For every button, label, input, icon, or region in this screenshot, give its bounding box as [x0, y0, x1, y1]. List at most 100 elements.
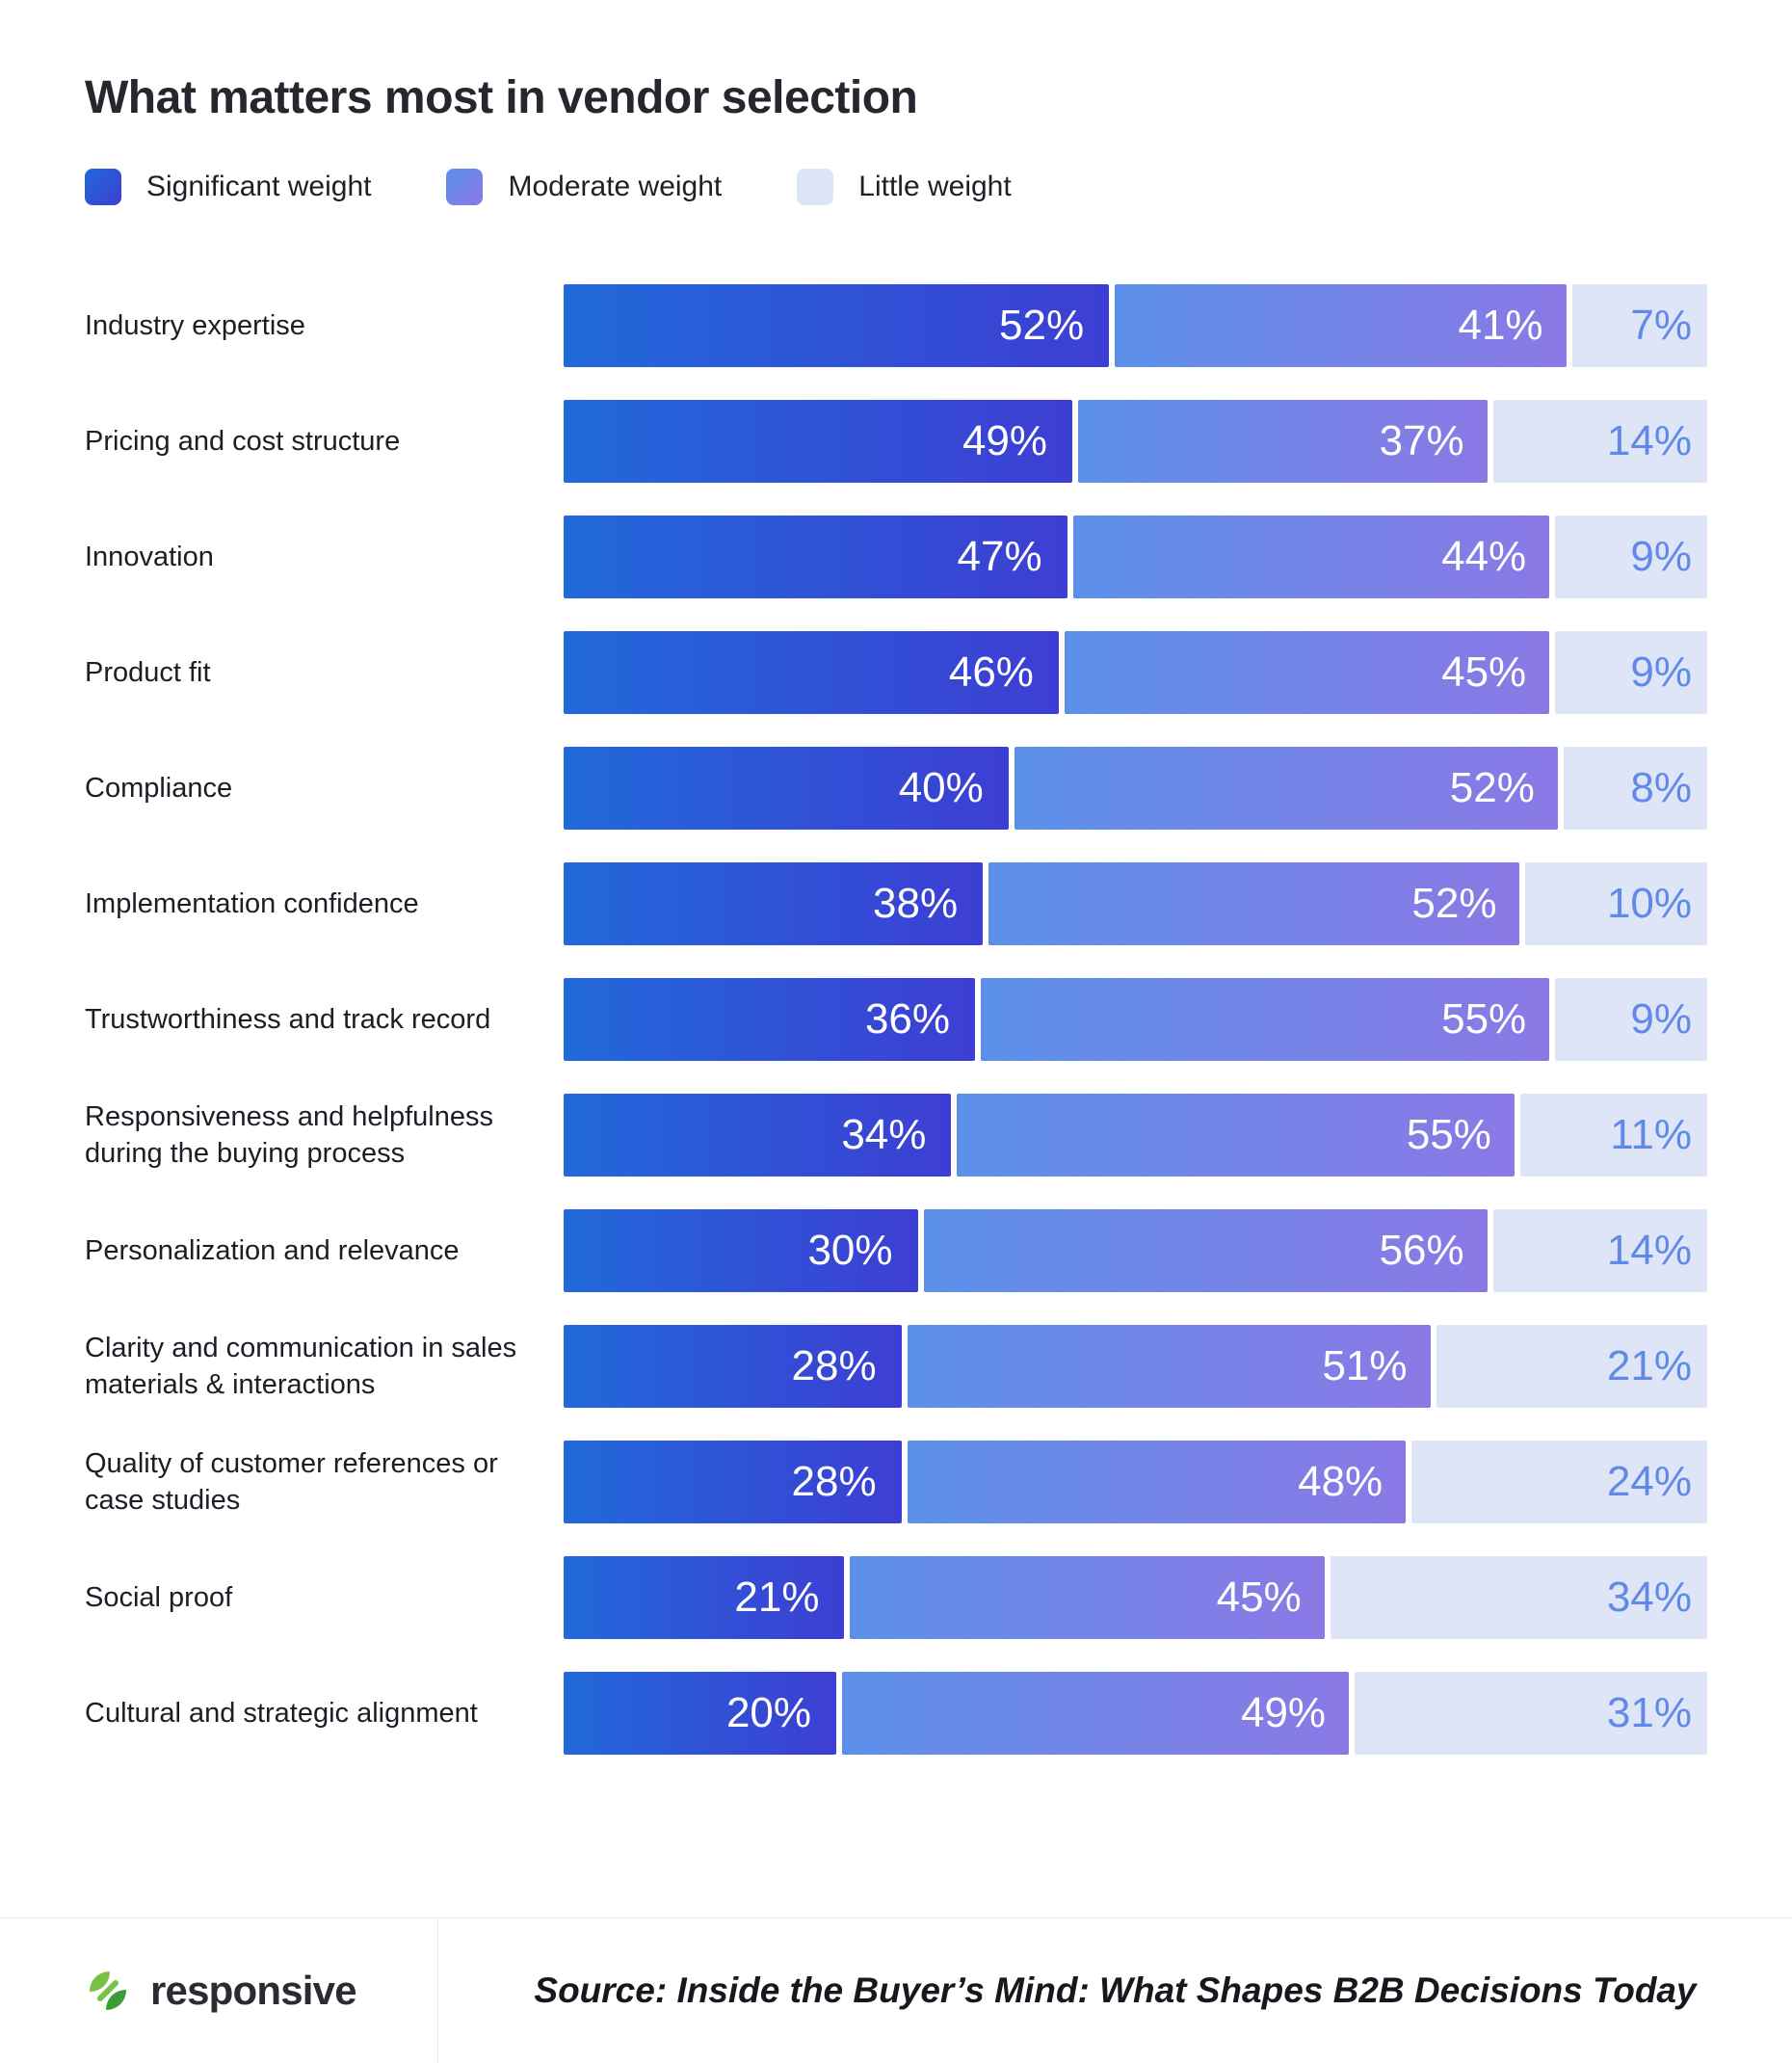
responsive-logo-icon: [85, 1968, 131, 2014]
bar-segment-little: 9%: [1555, 631, 1707, 714]
footer-source: Source: Inside the Buyer’s Mind: What Sh…: [438, 1918, 1792, 2063]
segment-value: 34%: [1606, 1574, 1692, 1621]
bar-segment-significant: 36%: [564, 978, 976, 1061]
page-title: What matters most in vendor selection: [85, 72, 918, 123]
bar-segment-moderate: 55%: [957, 1094, 1515, 1177]
bar-segment-significant: 30%: [564, 1209, 918, 1292]
segment-value: 11%: [1610, 1111, 1692, 1158]
segment-value: 55%: [1406, 1111, 1491, 1158]
footer: responsive Source: Inside the Buyer’s Mi…: [0, 1918, 1792, 2063]
segment-value: 31%: [1606, 1689, 1692, 1736]
stacked-bar: 20% 49% 31%: [564, 1672, 1707, 1755]
segment-value: 45%: [1441, 648, 1527, 696]
stacked-bar: 30% 56% 14%: [564, 1209, 1707, 1292]
segment-value: 7%: [1630, 302, 1692, 349]
chart-row: Quality of customer references or case s…: [85, 1441, 1707, 1523]
chart-row: Responsiveness and helpfulness during th…: [85, 1094, 1707, 1177]
row-label: Compliance: [85, 772, 233, 804]
bar-segment-significant: 20%: [564, 1672, 837, 1755]
bar-segment-significant: 21%: [564, 1556, 845, 1639]
segment-value: 9%: [1630, 995, 1693, 1043]
stacked-bar: 21% 45% 34%: [564, 1556, 1707, 1639]
stacked-bar: 47% 44% 9%: [564, 516, 1707, 598]
row-label: Responsiveness and helpfulness during th…: [85, 1100, 493, 1169]
legend-label: Little weight: [858, 171, 1012, 202]
segment-value: 52%: [1411, 880, 1497, 927]
segment-value: 28%: [791, 1458, 877, 1505]
legend-item-significant: Significant weight: [85, 169, 371, 205]
bar-segment-significant: 49%: [564, 400, 1073, 483]
chart-row: Implementation confidence 38% 52% 10%: [85, 862, 1708, 945]
bar-segment-little: 10%: [1525, 862, 1708, 945]
segment-value: 51%: [1322, 1342, 1408, 1389]
chart-row: Pricing and cost structure 49% 37% 14%: [85, 400, 1707, 483]
bar-segment-little: 8%: [1563, 747, 1708, 830]
bar-segment-significant: 38%: [564, 862, 984, 945]
segment-value: 49%: [962, 417, 1048, 464]
stacked-bar: 52% 41% 7%: [564, 284, 1707, 367]
segment-value: 44%: [1441, 533, 1527, 580]
bar-segment-significant: 46%: [564, 631, 1059, 714]
chart-row: Personalization and relevance 30% 56% 14%: [85, 1209, 1707, 1292]
segment-value: 56%: [1379, 1227, 1464, 1274]
row-label: Cultural and strategic alignment: [85, 1697, 478, 1729]
segment-value: 10%: [1606, 880, 1693, 927]
stacked-bar: 49% 37% 14%: [564, 400, 1707, 483]
chart-row: Innovation 47% 44% 9%: [85, 516, 1707, 598]
segment-value: 34%: [841, 1111, 927, 1158]
segment-value: 41%: [1458, 302, 1543, 349]
segment-value: 38%: [873, 880, 959, 927]
bar-segment-significant: 40%: [564, 747, 1009, 830]
bar-segment-moderate: 44%: [1072, 516, 1550, 598]
bar-segment-moderate: 51%: [907, 1325, 1431, 1408]
stacked-bar: 38% 52% 10%: [564, 862, 1708, 945]
row-label: Implementation confidence: [85, 887, 419, 919]
bar-segment-moderate: 37%: [1078, 400, 1488, 483]
segment-value: 45%: [1216, 1574, 1302, 1621]
bar-segment-moderate: 55%: [981, 978, 1550, 1061]
segment-value: 55%: [1441, 995, 1527, 1043]
legend-label: Significant weight: [146, 171, 372, 202]
stacked-bar: 46% 45% 9%: [564, 631, 1707, 714]
stacked-bar: 36% 55% 9%: [564, 978, 1708, 1061]
source-text: Source: Inside the Buyer’s Mind: What Sh…: [534, 1970, 1697, 2010]
legend-item-moderate: Moderate weight: [446, 169, 722, 205]
segment-value: 14%: [1606, 417, 1692, 464]
bar-segment-moderate: 41%: [1115, 284, 1567, 367]
row-label: Pricing and cost structure: [85, 425, 401, 457]
bar-segment-little: 34%: [1330, 1556, 1707, 1639]
legend-swatch-little: [797, 169, 834, 205]
bar-segment-little: 21%: [1436, 1325, 1707, 1408]
segment-value: 21%: [734, 1574, 820, 1621]
row-label: Clarity and communication in sales mater…: [85, 1332, 517, 1400]
segment-value: 48%: [1298, 1458, 1384, 1505]
legend-label: Moderate weight: [508, 171, 723, 202]
segment-value: 21%: [1606, 1342, 1692, 1389]
chart-row: Compliance 40% 52% 8%: [85, 747, 1708, 830]
bar-segment-little: 31%: [1355, 1672, 1707, 1755]
row-label: Product fit: [85, 656, 211, 688]
segment-value: 46%: [948, 648, 1034, 696]
chart-row: Industry expertise 52% 41% 7%: [85, 284, 1707, 367]
segment-value: 47%: [957, 533, 1042, 580]
chart-row: Clarity and communication in sales mater…: [85, 1325, 1707, 1408]
bar-segment-significant: 28%: [564, 1325, 902, 1408]
bar-segment-significant: 52%: [564, 284, 1110, 367]
segment-value: 36%: [864, 995, 951, 1043]
segment-value: 8%: [1630, 764, 1693, 811]
segment-value: 52%: [999, 302, 1085, 349]
legend-swatch-moderate: [446, 169, 484, 205]
chart-rows: Industry expertise 52% 41% 7% Pricing and co…: [85, 284, 1708, 1755]
bar-segment-moderate: 52%: [988, 862, 1520, 945]
footer-brand-text: responsive: [150, 1968, 357, 2013]
segment-value: 49%: [1240, 1689, 1327, 1736]
chart-row: Cultural and strategic alignment 20% 49% 31…: [85, 1672, 1707, 1755]
segment-value: 40%: [898, 764, 984, 811]
bar-segment-little: 24%: [1411, 1441, 1707, 1523]
bar-segment-moderate: 49%: [842, 1672, 1350, 1755]
bar-segment-little: 14%: [1492, 1209, 1707, 1292]
segment-value: 9%: [1630, 648, 1692, 696]
bar-segment-moderate: 56%: [923, 1209, 1488, 1292]
segment-value: 28%: [791, 1342, 877, 1389]
